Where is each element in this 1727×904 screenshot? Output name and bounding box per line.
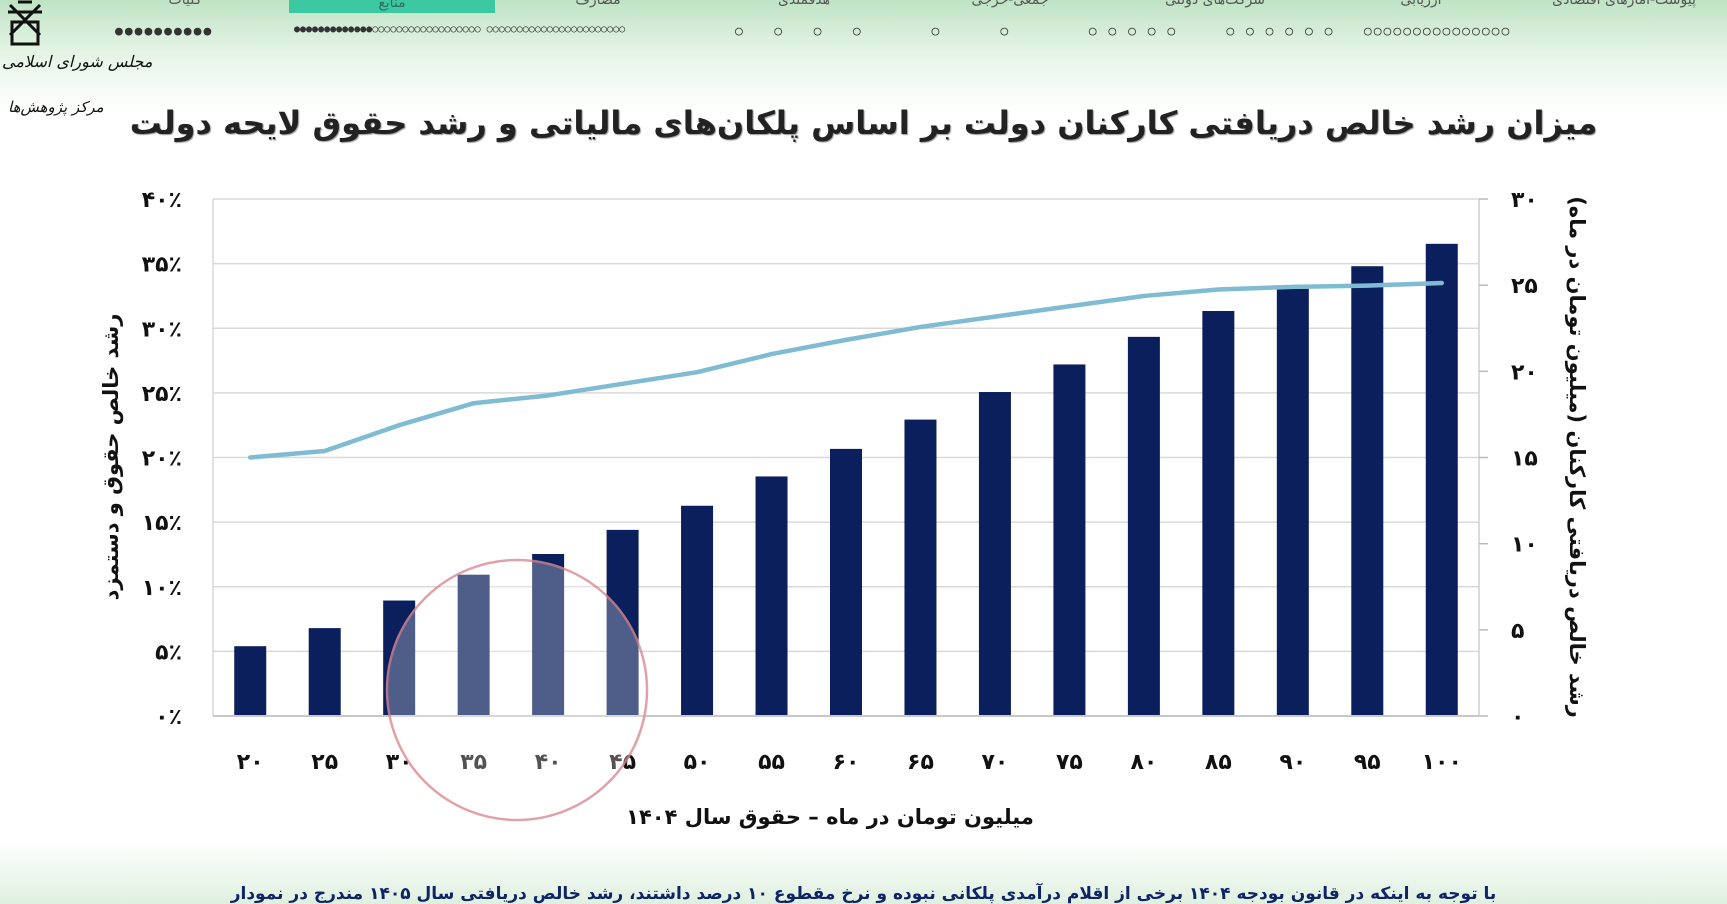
tab-5[interactable]: شرکت‌های دولتی [1164, 0, 1266, 8]
x-tick-label: ۵۰ [684, 750, 711, 775]
y-right-tick-label: ۲۰ [1511, 360, 1538, 385]
x-tick-label: ۷۵ [1056, 750, 1083, 775]
bar [681, 505, 714, 716]
y-left-tick-label: ۱۰٪ [142, 576, 182, 601]
x-tick-label: ۲۵ [311, 750, 338, 775]
bar [1202, 311, 1235, 716]
y-right-tick-label: ۵ [1511, 619, 1524, 644]
bar [383, 600, 416, 716]
y-left-tick-label: ۲۰٪ [142, 447, 182, 472]
y-left-tick-label: ۴۰٪ [142, 188, 182, 213]
x-tick-label: ۸۵ [1205, 750, 1232, 775]
logo-line2: مرکز پژوهش‌ها [8, 98, 104, 116]
progress-dots: ●●●●●●●●●● [115, 24, 214, 39]
tab-1[interactable]: منابع [289, 0, 495, 13]
y-left-tick-label: ۰٪ [155, 705, 182, 730]
y-left-tick-label: ۱۵٪ [142, 511, 182, 536]
x-tick-label: ۹۰ [1279, 750, 1306, 775]
bar [904, 419, 937, 716]
bar [606, 529, 639, 716]
chart-title: میزان رشد خالص دریافتی کارکنان دولت بر ا… [129, 104, 1598, 142]
progress-dots: ●●●●●●●●●●●●●○○○○○○○○○○○○○○○○○○ ○○○○○○○○… [294, 24, 626, 35]
bar [308, 628, 341, 716]
progress-dots: ○ ○ ○ ○ ○ ○ ○ ○ ○ ○ ○ ○ ○ ○ ○ ○ ○ ○○○○○○… [735, 24, 1512, 39]
y-left-tick-label: ۳۰٪ [142, 317, 182, 342]
x-tick-label: ۶۵ [907, 750, 934, 775]
y-left-tick-label: ۳۵٪ [142, 253, 182, 278]
footer-band [0, 840, 1727, 904]
bar [1276, 288, 1309, 716]
x-tick-label: ۶۰ [833, 750, 860, 775]
logo-emblem-icon [8, 0, 42, 46]
bar [1425, 243, 1458, 716]
bar [234, 646, 267, 716]
y-right-tick-label: ۱۰ [1511, 533, 1538, 558]
x-tick-label: ۳۵ [460, 750, 487, 775]
tab-3[interactable]: هدفمندی [777, 0, 831, 8]
bar [1127, 336, 1160, 716]
bar [978, 392, 1011, 716]
bar [532, 554, 565, 716]
stamp-seal [385, 558, 649, 822]
line-series [247, 280, 1445, 460]
x-tick-label: ۸۰ [1130, 750, 1157, 775]
y-left-axis-title: رشد خالص حقوق و دستمزد [99, 314, 123, 601]
y-left-tick-label: ۵٪ [155, 640, 182, 665]
tab-7[interactable]: پیوست-آمارهای اقتصادی [1552, 0, 1696, 8]
tab-0[interactable]: کلیات [168, 0, 202, 8]
x-axis-title: میلیون تومان در ماه – حقوق سال ۱۴۰۴ [626, 805, 1034, 829]
footer-note: با توجه به اینکه در قانون بودجه ۱۴۰۴ برخ… [230, 884, 1497, 904]
y-right-tick-label: ۱۵ [1511, 447, 1538, 472]
bar [1053, 364, 1086, 716]
logo: مجلس شورای اسلامی مرکز پژوهش‌ها [0, 0, 152, 130]
x-tick-label: ۷۰ [982, 750, 1009, 775]
logo-line1: مجلس شورای اسلامی [2, 52, 153, 71]
tab-4[interactable]: جمعی-خرجی [971, 0, 1049, 8]
x-tick-label: ۱۰۰ [1422, 750, 1462, 775]
bar [457, 574, 490, 716]
x-tick-label: ۲۰ [237, 750, 264, 775]
y-right-tick-label: ۳۰ [1511, 188, 1538, 213]
bar [1351, 266, 1384, 716]
x-tick-label: ۹۵ [1354, 750, 1381, 775]
x-tick-label: ۴۰ [535, 750, 562, 775]
x-tick-label: ۵۵ [758, 750, 785, 775]
x-tick-label: ۴۵ [609, 750, 636, 775]
top-navigation: کلیات منابع مصارف هدفمندی جمعی-خرجی شرکت‌های … [0, 0, 1727, 110]
bar [830, 448, 862, 716]
y-right-tick-label: ۰ [1511, 705, 1524, 730]
tab-2[interactable]: مصارف [575, 0, 621, 8]
y-right-axis-title: رشد خالص دریافتی کارکنان (میلیون تومان د… [1565, 196, 1589, 718]
bar [755, 476, 788, 716]
y-left-tick-label: ۲۵٪ [142, 382, 182, 407]
y-right-tick-label: ۲۵ [1511, 274, 1538, 299]
tab-6[interactable]: ارزیابی [1400, 0, 1442, 8]
